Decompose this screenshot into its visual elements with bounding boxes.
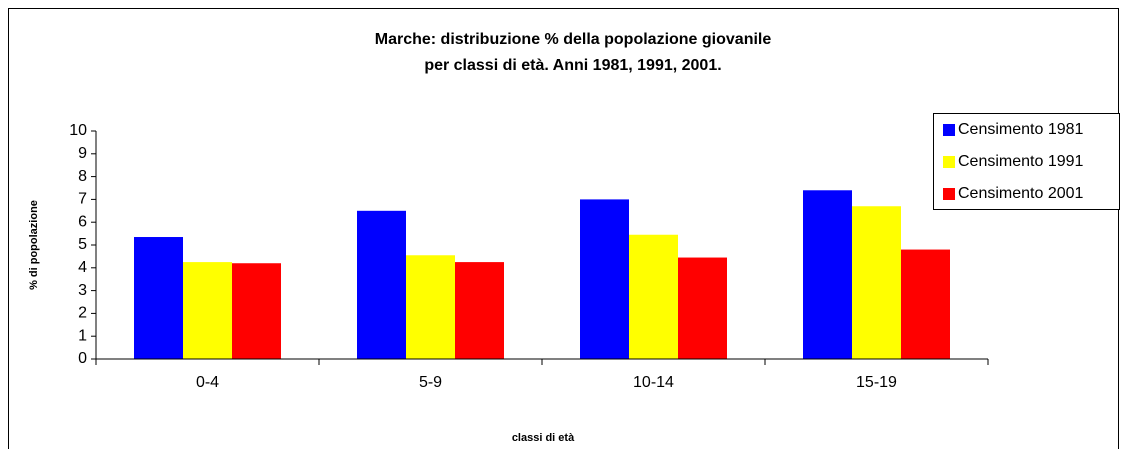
x-tick-label: 10-14: [633, 374, 674, 391]
legend-label: Censimento 2001: [958, 185, 1084, 202]
x-tick-label: 5-9: [419, 374, 442, 391]
legend-label: Censimento 1981: [958, 121, 1084, 138]
y-tick-label: 4: [78, 259, 87, 276]
bar: [901, 249, 950, 359]
bar: [803, 190, 852, 359]
chart-title: per classi di età. Anni 1981, 1991, 2001…: [424, 57, 721, 74]
bar: [232, 263, 281, 359]
chart-frame: [8, 8, 1119, 449]
y-tick-label: 6: [78, 213, 87, 230]
bar: [580, 199, 629, 359]
legend-swatch: [943, 124, 955, 136]
bar: [629, 234, 678, 359]
y-tick-label: 10: [69, 122, 87, 139]
x-tick-label: 0-4: [196, 374, 219, 391]
y-tick-label: 8: [78, 168, 87, 185]
y-tick-label: 5: [78, 236, 87, 253]
y-tick-label: 9: [78, 145, 87, 162]
y-tick-label: 2: [78, 305, 87, 322]
bar: [678, 257, 727, 359]
bar: [406, 255, 455, 359]
bar: [134, 237, 183, 359]
y-tick-label: 0: [78, 350, 87, 367]
bar: [183, 262, 232, 359]
bar: [357, 210, 406, 359]
bar: [852, 206, 901, 359]
x-axis-label: classi di età: [512, 432, 575, 444]
chart-title: Marche: distribuzione % della popolazion…: [375, 31, 772, 48]
legend-label: Censimento 1991: [958, 153, 1084, 170]
x-tick-label: 15-19: [856, 374, 897, 391]
y-tick-label: 3: [78, 282, 87, 299]
y-tick-label: 7: [78, 191, 87, 208]
legend-box: [933, 113, 1120, 210]
legend-swatch: [943, 156, 955, 168]
y-tick-label: 1: [78, 327, 87, 344]
bar: [455, 262, 504, 359]
legend-swatch: [943, 188, 955, 200]
y-axis-label: % di popolazione: [28, 200, 40, 290]
